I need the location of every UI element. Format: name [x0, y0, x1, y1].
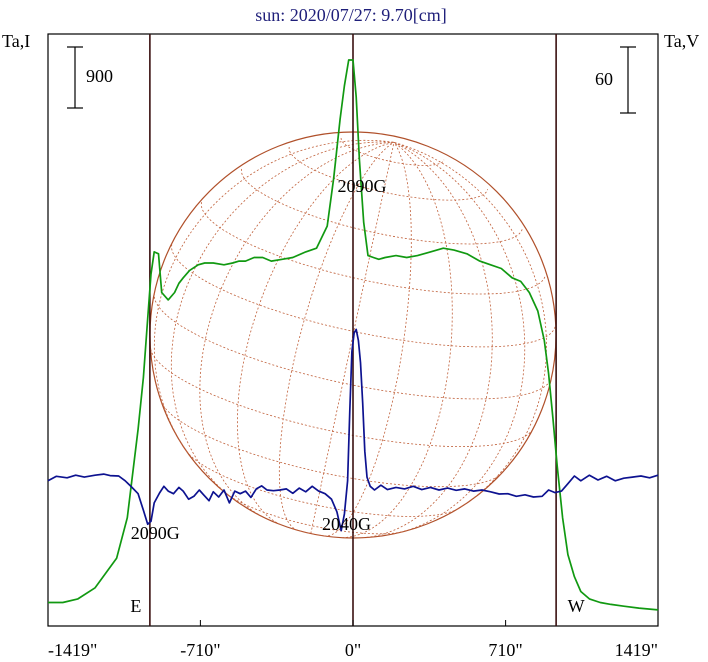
longitude-line: [324, 142, 412, 537]
limb-label-E: E: [130, 596, 141, 616]
latitude-line: [171, 244, 556, 348]
latitude-line: [160, 401, 502, 488]
longitude-line: [362, 141, 493, 539]
latitude-line: [226, 493, 404, 535]
series-V-line: [47, 328, 659, 532]
y-right-label: Ta,V: [664, 31, 699, 51]
longitude-line: [341, 141, 453, 538]
annotation-label: 2090G: [338, 176, 387, 196]
scale-left-value: 900: [86, 66, 113, 86]
annotation-label: 2040G: [322, 514, 371, 534]
latitude-line: [186, 450, 458, 517]
x-tick-label: -1419": [48, 640, 97, 660]
x-tick-label: 0": [345, 640, 361, 660]
chart-title: sun: 2020/07/27: 9.70[cm]: [255, 5, 447, 25]
y-left-label: Ta,I: [2, 31, 30, 51]
latitude-line: [288, 146, 489, 201]
longitude-line: [170, 141, 395, 502]
longitude-line: [153, 139, 395, 452]
longitude-line: [393, 141, 547, 510]
longitude-line: [310, 142, 395, 534]
latitude-line: [240, 168, 523, 245]
x-tick-label: -710": [180, 640, 220, 660]
latitude-line: [200, 202, 546, 295]
annotation-label: 2090G: [131, 523, 180, 543]
x-tick-label: 710": [488, 640, 522, 660]
longitude-line: [236, 141, 395, 525]
limb-label-W: W: [568, 596, 585, 616]
longitude-line: [392, 141, 526, 535]
scale-bar-right: [620, 46, 636, 114]
x-tick-label: 1419": [615, 640, 658, 660]
scale-bar-left: [67, 46, 83, 109]
series-I-line: [48, 59, 659, 611]
scale-right-value: 60: [595, 69, 613, 89]
latitude-line: [150, 349, 533, 447]
